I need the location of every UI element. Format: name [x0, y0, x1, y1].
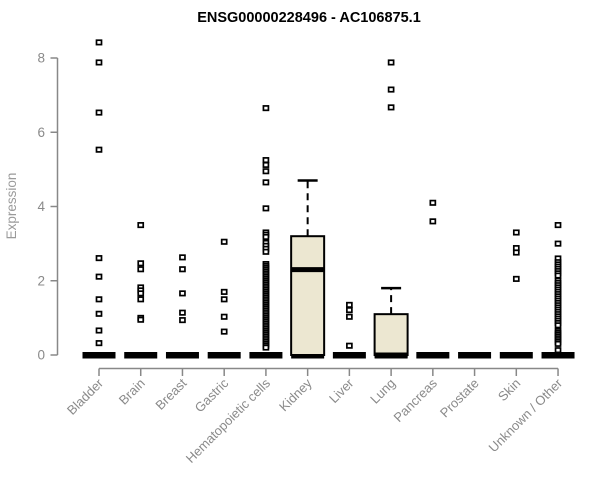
outlier-point — [179, 290, 186, 297]
outlier-point — [95, 109, 103, 116]
outlier-point — [346, 301, 353, 308]
zero-median-bar — [124, 352, 158, 359]
outlier-point — [95, 327, 103, 334]
box — [290, 235, 326, 356]
outlier-point — [512, 249, 520, 256]
outlier-point — [95, 255, 103, 262]
outlier-point — [346, 342, 353, 349]
x-tick-label: Gastric — [192, 375, 232, 415]
outlier-point — [554, 340, 562, 347]
outlier-point — [262, 105, 270, 112]
y-tick-label: 2 — [37, 273, 45, 288]
outlier-point — [220, 296, 228, 303]
zero-median-bar — [249, 352, 283, 359]
boxplot-group-liver — [332, 301, 366, 359]
outlier-point — [262, 161, 270, 168]
outlier-point — [346, 307, 353, 314]
outlier-point — [95, 146, 103, 153]
zero-median-bar — [499, 352, 533, 359]
outlier-point — [137, 316, 145, 323]
x-tick-label: Kidney — [276, 375, 315, 414]
outlier-point — [95, 273, 103, 280]
outlier-point — [95, 310, 103, 317]
zero-median-bar — [207, 352, 241, 359]
outlier-point — [554, 222, 562, 229]
outlier-point — [262, 168, 270, 175]
outlier-point — [95, 340, 103, 347]
outlier-point — [387, 104, 395, 111]
outlier-point — [220, 328, 228, 335]
zero-median-bar — [541, 352, 575, 359]
outlier-point — [179, 309, 186, 316]
outlier-point — [262, 157, 270, 164]
x-tick-label: Liver — [326, 375, 357, 406]
outlier-point — [262, 344, 270, 351]
box-series — [82, 39, 575, 359]
boxplot-group-unknown-other — [541, 222, 575, 359]
boxplot-group-brain — [124, 222, 158, 359]
outlier-point — [346, 313, 353, 320]
boxplot-group-lung — [373, 59, 409, 359]
x-tick-label: Pancreas — [391, 375, 441, 425]
zero-median-bar — [82, 352, 116, 359]
x-tick-label: Skin — [495, 376, 523, 404]
outlier-point — [262, 248, 270, 255]
zero-median-bar — [332, 352, 366, 359]
outlier-point — [179, 266, 186, 273]
outlier-point — [137, 290, 145, 297]
outlier-point — [220, 288, 228, 295]
y-tick-label: 0 — [37, 348, 45, 363]
outlier-point — [554, 322, 562, 329]
boxplot-group-prostate — [458, 352, 492, 359]
outlier-point — [554, 272, 562, 279]
y-tick-label: 4 — [37, 199, 45, 214]
zero-median-bar — [458, 352, 492, 359]
outlier-point — [387, 59, 395, 66]
zero-median-bar — [416, 352, 450, 359]
boxplot-group-pancreas — [416, 199, 450, 359]
y-axis-label: Expression — [4, 173, 19, 240]
boxplot-group-hematopoietic-cells — [249, 105, 283, 359]
zero-median-bar — [165, 352, 199, 359]
outlier-point — [137, 260, 145, 267]
outlier-point — [137, 222, 145, 229]
outlier-point — [95, 39, 103, 46]
box — [373, 313, 409, 357]
x-tick-label: Bladder — [64, 375, 107, 418]
boxplot-group-bladder — [82, 39, 116, 359]
outlier-point — [554, 240, 562, 247]
outlier-point — [95, 296, 103, 303]
outlier-point — [220, 313, 228, 320]
outlier-point — [512, 229, 520, 236]
outlier-point — [429, 199, 437, 206]
outlier-point — [429, 218, 437, 225]
boxplot-group-skin — [499, 229, 533, 359]
outlier-point — [262, 179, 270, 186]
outlier-point — [179, 254, 186, 261]
y-tick-label: 6 — [37, 125, 45, 140]
outlier-point — [137, 266, 145, 273]
outlier-point — [179, 317, 186, 324]
chart-title: ENSG00000228496 - AC106875.1 — [197, 10, 421, 26]
x-tick-label: Lung — [367, 376, 398, 407]
outlier-point — [512, 275, 520, 282]
outlier-point — [220, 238, 228, 245]
boxplot-group-breast — [165, 254, 199, 359]
outlier-point — [262, 205, 270, 212]
outlier-point — [95, 59, 103, 66]
outlier-point — [262, 233, 270, 240]
x-tick-label: Breast — [152, 375, 189, 412]
boxplot-group-gastric — [207, 238, 241, 359]
outlier-point — [137, 296, 145, 303]
x-tick-label: Prostate — [437, 376, 482, 421]
boxplot-group-kidney — [290, 179, 326, 359]
x-tick-label: Brain — [116, 376, 148, 408]
y-tick-label: 8 — [37, 51, 45, 66]
outlier-point — [387, 86, 395, 93]
x-tick-label: Unknown / Other — [486, 375, 566, 455]
outlier-point — [554, 347, 562, 354]
